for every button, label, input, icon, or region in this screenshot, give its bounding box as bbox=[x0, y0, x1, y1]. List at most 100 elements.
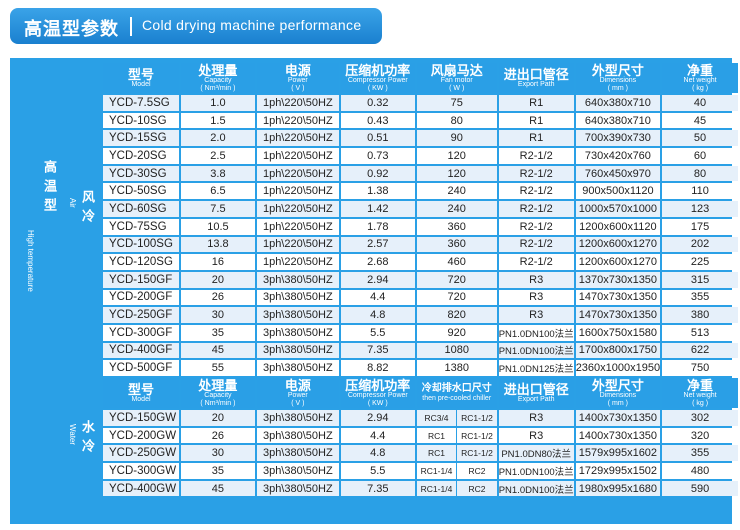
cell-capacity: 2.5 bbox=[180, 148, 255, 164]
cell-cooling: RC3/4 RC1-1/2 bbox=[416, 410, 497, 426]
cell-model: YCD-200GW bbox=[103, 427, 179, 444]
table-row: YCD-300GW 35 3ph\380\50HZ 5.5 RC1-1/4 RC2 PN1.… bbox=[103, 463, 738, 479]
cell-model: YCD-300GF bbox=[103, 324, 179, 341]
cell-dimensions: 640x380x710 bbox=[575, 95, 661, 111]
cell-power: 3ph\380\50HZ bbox=[256, 289, 339, 306]
cell-capacity: 10.5 bbox=[180, 218, 255, 235]
cell-compressor: 4.8 bbox=[340, 307, 415, 323]
cell-power: 1ph\220\50HZ bbox=[256, 112, 339, 129]
title-divider bbox=[130, 17, 132, 36]
header-zh: 型号 bbox=[127, 66, 154, 82]
cell-cool-b: RC1-1/2 bbox=[456, 427, 496, 444]
header-en: then pre-cooled chiller bbox=[422, 394, 492, 402]
header-en: Capacity bbox=[204, 77, 232, 85]
cell-weight: 40 bbox=[662, 95, 738, 111]
cell-compressor: 0.32 bbox=[340, 95, 415, 111]
cell-export: R2-1/2 bbox=[498, 254, 574, 270]
cell-capacity: 30 bbox=[180, 307, 255, 323]
header-zh: 外型尺寸 bbox=[591, 63, 644, 78]
cell-capacity: 45 bbox=[180, 342, 255, 359]
cell-dimensions: 1729x995x1502 bbox=[575, 463, 661, 479]
water-header-cooling: 冷却排水口尺寸 then pre-cooled chiller bbox=[416, 378, 497, 408]
cell-export: R2-1/2 bbox=[498, 183, 574, 200]
air-header-dimensions: 外型尺寸 Dimensions( mm ) bbox=[575, 63, 661, 93]
cell-dimensions: 1200x600x1270 bbox=[575, 236, 661, 253]
cell-model: YCD-200GF bbox=[103, 289, 179, 306]
cell-compressor: 8.82 bbox=[340, 360, 415, 376]
cell-dimensions: 1000x570x1000 bbox=[575, 201, 661, 217]
cooling-split: RC1-1/4 RC2 bbox=[417, 480, 497, 497]
cell-compressor: 4.4 bbox=[340, 289, 415, 306]
header-zh: 处理量 bbox=[198, 378, 238, 393]
cell-compressor: 0.73 bbox=[340, 148, 415, 164]
cell-dimensions: 760x450x970 bbox=[575, 165, 661, 182]
cell-weight: 355 bbox=[662, 289, 738, 306]
group-label-en: High temperature bbox=[26, 230, 35, 292]
cell-export: R1 bbox=[498, 95, 574, 111]
cell-dimensions: 640x380x710 bbox=[575, 112, 661, 129]
table-row: YCD-300GF 35 3ph\380\50HZ 5.5 920 PN1.0DN100法… bbox=[103, 324, 738, 341]
cell-capacity: 16 bbox=[180, 254, 255, 270]
cell-capacity: 26 bbox=[180, 289, 255, 306]
header-zh: 压缩机功率 bbox=[345, 378, 411, 393]
cell-fan: 240 bbox=[416, 201, 497, 217]
header-unit: ( V ) bbox=[291, 399, 305, 407]
cell-capacity: 26 bbox=[180, 427, 255, 444]
cell-model: YCD-30SG bbox=[103, 165, 179, 182]
cell-capacity: 20 bbox=[180, 271, 255, 288]
table-row: YCD-60SG 7.5 1ph\220\50HZ 1.42 240 R2-1/2 1000… bbox=[103, 201, 738, 217]
water-header-weight: 净重 Net weight( kg ) bbox=[662, 378, 738, 408]
table-row: YCD-75SG 10.5 1ph\220\50HZ 1.78 360 R2-1/2 120… bbox=[103, 218, 738, 235]
cell-model: YCD-400GW bbox=[103, 480, 179, 497]
cell-export: R3 bbox=[498, 271, 574, 288]
cell-cool-b: RC1-1/2 bbox=[456, 410, 496, 426]
cell-dimensions: 700x390x730 bbox=[575, 130, 661, 147]
cell-power: 1ph\220\50HZ bbox=[256, 183, 339, 200]
cell-fan: 360 bbox=[416, 218, 497, 235]
cell-cool-a: RC3/4 bbox=[424, 412, 449, 423]
cell-dimensions: 1470x730x1350 bbox=[575, 307, 661, 323]
cell-export: R2-1/2 bbox=[498, 201, 574, 217]
cell-dimensions: 1400x730x1350 bbox=[575, 427, 661, 444]
cell-model: YCD-100SG bbox=[103, 236, 179, 253]
cell-cooling: RC1 RC1-1/2 bbox=[416, 427, 497, 444]
header-en: Export Path bbox=[517, 396, 555, 404]
air-cooled-section: 型号 Model 处理量 Capacity( Nm³/min ) 电源 Power( V … bbox=[103, 63, 738, 376]
cell-power: 3ph\380\50HZ bbox=[256, 427, 339, 444]
header-zh: 电源 bbox=[284, 63, 311, 78]
cell-capacity: 20 bbox=[180, 410, 255, 426]
header-zh: 电源 bbox=[284, 378, 311, 393]
page-subtitle: Cold drying machine performance bbox=[142, 17, 362, 33]
cell-model: YCD-75SG bbox=[103, 218, 179, 235]
cell-weight: 320 bbox=[662, 427, 738, 444]
cell-fan: 460 bbox=[416, 254, 497, 270]
cell-capacity: 6.5 bbox=[180, 183, 255, 200]
header-unit: ( KW ) bbox=[367, 399, 388, 407]
cell-power: 3ph\380\50HZ bbox=[256, 307, 339, 323]
table-row: YCD-120SG 16 1ph\220\50HZ 2.68 460 R2-1/2 1200… bbox=[103, 254, 738, 270]
cell-model: YCD-60SG bbox=[103, 201, 179, 217]
water-label-zh: 水冷 bbox=[80, 420, 95, 458]
cell-fan: 1380 bbox=[416, 360, 497, 376]
cell-cooling: RC1-1/4 RC2 bbox=[416, 480, 497, 497]
header-unit: ( KW ) bbox=[367, 84, 388, 92]
table-row: YCD-50SG 6.5 1ph\220\50HZ 1.38 240 R2-1/2 900x… bbox=[103, 183, 738, 200]
cell-capacity: 2.0 bbox=[180, 130, 255, 147]
cell-capacity: 35 bbox=[180, 463, 255, 479]
cell-capacity: 30 bbox=[180, 445, 255, 462]
cell-dimensions: 900x500x1120 bbox=[575, 183, 661, 200]
header-unit: ( mm ) bbox=[607, 84, 628, 92]
table-row: YCD-400GF 45 3ph\380\50HZ 7.35 1080 PN1.0DN10… bbox=[103, 342, 738, 359]
header-zh: 冷却排水口尺寸 bbox=[421, 383, 492, 395]
cell-compressor: 0.43 bbox=[340, 112, 415, 129]
cell-power: 1ph\220\50HZ bbox=[256, 254, 339, 270]
air-header-model: 型号 Model bbox=[103, 63, 179, 93]
cell-power: 1ph\220\50HZ bbox=[256, 95, 339, 111]
cell-export: R3 bbox=[498, 289, 574, 306]
cell-capacity: 1.5 bbox=[180, 112, 255, 129]
cell-weight: 60 bbox=[662, 148, 738, 164]
cell-weight: 590 bbox=[662, 480, 738, 497]
title-bar: 高温型参数 Cold drying machine performance bbox=[10, 8, 382, 44]
cell-export: R3 bbox=[498, 410, 574, 426]
cell-cool-b: RC1-1/2 bbox=[456, 445, 496, 462]
